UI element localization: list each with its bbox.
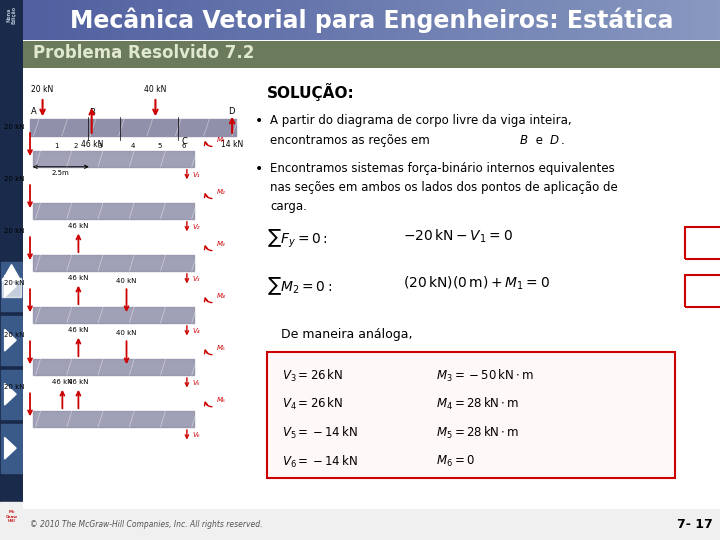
Text: V₁: V₁ <box>192 172 200 178</box>
Text: M₂: M₂ <box>217 189 225 195</box>
Text: V₆: V₆ <box>192 432 200 438</box>
Text: SOLUÇÃO:: SOLUÇÃO: <box>267 83 355 101</box>
Text: 46 kN: 46 kN <box>68 327 89 333</box>
Text: 46 kN: 46 kN <box>52 379 73 384</box>
Text: D: D <box>549 134 558 147</box>
Bar <box>1 316 22 364</box>
Text: $V_5 = -14\,\mathrm{kN}$: $V_5 = -14\,\mathrm{kN}$ <box>282 425 358 441</box>
Text: 1: 1 <box>55 143 59 148</box>
Polygon shape <box>4 329 16 351</box>
Text: M₃: M₃ <box>217 241 225 247</box>
Bar <box>34 359 194 375</box>
Text: $\sum M_2 = 0:$: $\sum M_2 = 0:$ <box>267 275 333 296</box>
Bar <box>34 411 194 427</box>
Text: 20 kN: 20 kN <box>4 176 25 182</box>
Bar <box>685 227 720 259</box>
Text: $(20\,\mathrm{kN})(0\,\mathrm{m}) + M_1 = 0$: $(20\,\mathrm{kN})(0\,\mathrm{m}) + M_1 … <box>403 275 550 292</box>
Text: A partir do diagrama de corpo livre da viga inteira,: A partir do diagrama de corpo livre da v… <box>271 114 572 127</box>
Polygon shape <box>4 383 16 405</box>
Text: $V_6 = -14\,\mathrm{kN}$: $V_6 = -14\,\mathrm{kN}$ <box>282 454 358 470</box>
Text: e: e <box>532 134 546 147</box>
Text: 46 kN: 46 kN <box>68 379 89 384</box>
Text: M₄: M₄ <box>217 293 225 299</box>
Text: V₂: V₂ <box>192 224 200 230</box>
Text: 20 kN: 20 kN <box>4 228 25 234</box>
Text: 40 kN: 40 kN <box>144 85 166 93</box>
Text: 20 kN: 20 kN <box>4 280 25 286</box>
Text: $M_3 = -50\,\mathrm{kN \cdot m}$: $M_3 = -50\,\mathrm{kN \cdot m}$ <box>436 368 534 383</box>
Text: Mc
Graw
Hill: Mc Graw Hill <box>6 510 17 523</box>
Text: •: • <box>254 163 263 177</box>
Bar <box>30 119 235 136</box>
Bar <box>267 352 675 478</box>
Bar <box>34 203 194 219</box>
Text: B: B <box>89 108 94 117</box>
Text: 20 kN: 20 kN <box>4 384 25 390</box>
Text: 46 kN: 46 kN <box>68 274 89 281</box>
Text: $-20\,\mathrm{kN} - V_1 = 0$: $-20\,\mathrm{kN} - V_1 = 0$ <box>403 227 513 245</box>
Bar <box>1 370 22 418</box>
Text: encontramos as reções em: encontramos as reções em <box>271 134 434 147</box>
Text: 40 kN: 40 kN <box>116 330 137 336</box>
Bar <box>34 151 194 167</box>
Text: nas seções em ambos os lados dos pontos de aplicação de: nas seções em ambos os lados dos pontos … <box>271 181 618 194</box>
Bar <box>34 307 194 323</box>
Bar <box>2 278 21 297</box>
Polygon shape <box>4 275 16 297</box>
Text: 20 kN: 20 kN <box>32 85 54 93</box>
Text: 2: 2 <box>73 143 78 148</box>
Bar <box>34 255 194 271</box>
Bar <box>685 275 720 307</box>
Text: 7- 17: 7- 17 <box>678 518 713 531</box>
Text: B: B <box>520 134 528 147</box>
Text: $M_5 = 28\,\mathrm{kN \cdot m}$: $M_5 = 28\,\mathrm{kN \cdot m}$ <box>436 425 519 441</box>
Bar <box>1 424 22 472</box>
Text: Nona
Edição: Nona Edição <box>6 5 17 24</box>
Text: M₁: M₁ <box>217 137 225 143</box>
Text: $M_6 = 0$: $M_6 = 0$ <box>436 454 474 469</box>
Text: $V_4 = 26\,\mathrm{kN}$: $V_4 = 26\,\mathrm{kN}$ <box>282 396 343 412</box>
Text: 46 kN: 46 kN <box>81 140 103 149</box>
Text: 5: 5 <box>158 143 162 148</box>
Text: 3: 3 <box>98 143 102 148</box>
Text: 4: 4 <box>130 143 135 148</box>
Text: A: A <box>32 106 37 116</box>
Polygon shape <box>2 265 21 281</box>
Text: 46 kN: 46 kN <box>68 222 89 228</box>
Bar <box>1 262 22 310</box>
Text: $V_3 = 26\,\mathrm{kN}$: $V_3 = 26\,\mathrm{kN}$ <box>282 368 343 383</box>
Text: $M_4 = 28\,\mathrm{kN \cdot m}$: $M_4 = 28\,\mathrm{kN \cdot m}$ <box>436 396 519 412</box>
Text: M₆: M₆ <box>217 397 225 403</box>
Polygon shape <box>4 437 16 459</box>
Text: D: D <box>228 106 234 116</box>
Text: C: C <box>181 137 187 146</box>
Bar <box>0 502 23 540</box>
Text: 20 kN: 20 kN <box>4 333 25 339</box>
Text: .: . <box>560 134 564 147</box>
Text: V₄: V₄ <box>192 328 200 334</box>
Text: 40 kN: 40 kN <box>116 278 137 284</box>
Text: Mecânica Vetorial para Engenheiros: Estática: Mecânica Vetorial para Engenheiros: Está… <box>70 8 673 33</box>
Bar <box>267 352 675 478</box>
Text: M₅: M₅ <box>217 345 225 351</box>
Text: Encontramos sistemas força-binário internos equivalentes: Encontramos sistemas força-binário inter… <box>271 163 615 176</box>
Text: V₃: V₃ <box>192 276 200 282</box>
Text: © 2010 The McGraw-Hill Companies, Inc. All rights reserved.: © 2010 The McGraw-Hill Companies, Inc. A… <box>30 520 263 529</box>
Text: V₅: V₅ <box>192 380 200 386</box>
Text: 14 kN: 14 kN <box>221 140 243 149</box>
Text: •: • <box>254 114 263 128</box>
Text: Problema Resolvido 7.2: Problema Resolvido 7.2 <box>34 44 255 63</box>
Text: 2.5m: 2.5m <box>52 170 70 176</box>
Text: carga.: carga. <box>271 200 307 213</box>
Text: 20 kN: 20 kN <box>4 124 25 130</box>
Text: De maneira análoga,: De maneira análoga, <box>281 328 413 341</box>
Text: 6: 6 <box>182 143 186 148</box>
Text: $\sum F_y = 0:$: $\sum F_y = 0:$ <box>267 227 328 249</box>
